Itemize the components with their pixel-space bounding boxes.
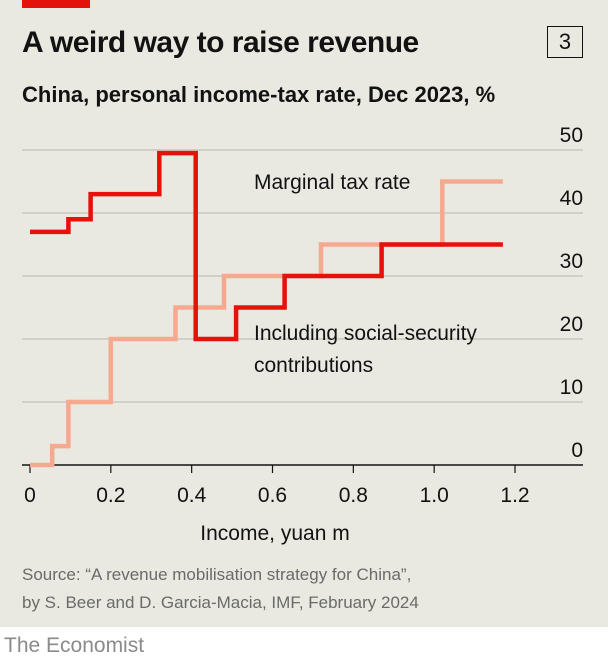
brand-red-tag [22,0,90,8]
x-tick-label-0.8: 0.8 [339,484,368,507]
x-tick-labels: 0 0.2 0.4 0.6 0.8 1.0 1.2 [24,465,530,507]
series-label-including-ss-line2: contributions [254,354,373,377]
brand-credit: The Economist [4,634,145,657]
source-note: Source: “A revenue mobilisation strategy… [22,561,419,617]
grid-lines [22,149,583,466]
source-line-2: by S. Beer and D. Garcia-Macia, IMF, Feb… [22,593,419,612]
y-tick-label-40: 40 [560,187,583,210]
chart-panel: A weird way to raise revenue 3 China, pe… [0,0,608,627]
x-tick-label-1.0: 1.0 [420,484,449,507]
y-tick-label-20: 20 [560,313,583,336]
series-label-marginal-tax-rate: Marginal tax rate [254,171,410,194]
x-tick-label-0: 0 [24,484,36,507]
x-tick-label-1.2: 1.2 [500,484,529,507]
step-chart: 0 10 20 30 40 50 0 0.2 0.4 0.6 0.8 1.0 1.2 Marginal… [22,124,583,545]
chart-subtitle: China, personal income-tax rate, Dec 202… [22,82,496,107]
chart-number-badge: 3 [547,26,583,58]
x-tick-label-0.2: 0.2 [96,484,125,507]
chart-title: A weird way to raise revenue [22,26,419,59]
series-lines [30,150,503,468]
y-tick-label-50: 50 [560,124,583,147]
y-tick-labels: 0 10 20 30 40 50 [560,124,583,462]
y-tick-label-0: 0 [571,439,583,462]
source-line-1: Source: “A revenue mobilisation strategy… [22,565,412,584]
y-tick-label-10: 10 [560,376,583,399]
x-axis-label: Income, yuan m [200,522,349,545]
series-label-including-ss-line1: Including social-security [254,322,477,345]
x-tick-label-0.6: 0.6 [258,484,287,507]
y-tick-label-30: 30 [560,250,583,273]
series-line-marginal-tax-rate [30,150,503,342]
x-tick-label-0.4: 0.4 [177,484,207,507]
